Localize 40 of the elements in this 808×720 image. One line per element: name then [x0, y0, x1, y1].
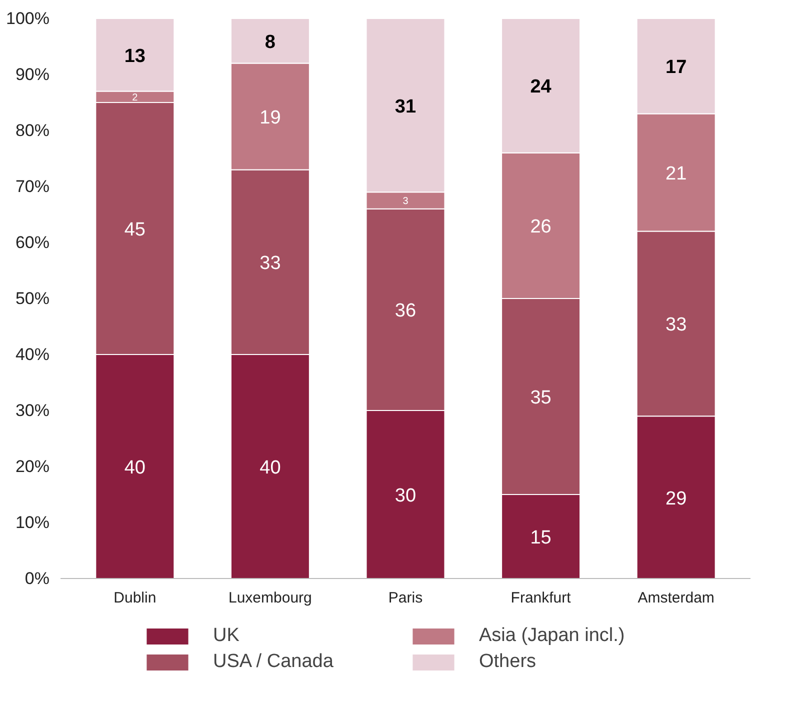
y-tick-label: 20% — [15, 457, 50, 476]
legend-label: USA / Canada — [213, 651, 334, 673]
data-label: 26 — [530, 216, 552, 238]
x-tick-label: Amsterdam — [638, 590, 714, 606]
y-tick-label: 0% — [24, 569, 50, 588]
data-label: 17 — [666, 57, 687, 78]
y-tick-label: 90% — [15, 65, 50, 84]
x-tick-label: Paris — [388, 590, 423, 606]
x-tick-label: Dublin — [114, 590, 156, 606]
y-tick-label: 80% — [15, 121, 50, 140]
data-label: 35 — [530, 388, 552, 408]
data-label: 40 — [124, 458, 146, 478]
legend-label: UK — [213, 625, 240, 647]
data-label: 30 — [394, 486, 416, 506]
data-label: 33 — [260, 253, 281, 274]
data-label: 36 — [394, 300, 416, 322]
data-label: 8 — [264, 32, 276, 53]
x-tick-label: Luxembourg — [228, 590, 312, 606]
y-tick-label: 70% — [15, 177, 50, 196]
data-label: 15 — [530, 528, 552, 548]
x-tick-label: Frankfurt — [510, 590, 572, 606]
legend-label: Others — [479, 651, 538, 673]
legend-label: Asia (Japan incl.) — [479, 625, 626, 647]
y-tick-label: 10% — [15, 513, 50, 532]
data-label: 2 — [132, 92, 138, 104]
y-tick-label: 60% — [15, 233, 50, 252]
data-label: 19 — [260, 108, 281, 128]
data-label: 3 — [402, 196, 409, 207]
y-tick-label: 30% — [15, 401, 50, 420]
data-label: 40 — [260, 458, 281, 478]
data-label: 33 — [666, 314, 687, 336]
data-label: 31 — [394, 96, 416, 118]
data-label: 13 — [124, 46, 146, 67]
data-label: 24 — [530, 76, 552, 98]
data-label: 29 — [666, 488, 687, 510]
y-tick-label: 50% — [15, 289, 50, 308]
data-label: 45 — [124, 220, 146, 240]
y-tick-label: 100% — [6, 9, 50, 28]
data-label: 21 — [666, 164, 687, 184]
y-tick-label: 40% — [15, 345, 50, 364]
